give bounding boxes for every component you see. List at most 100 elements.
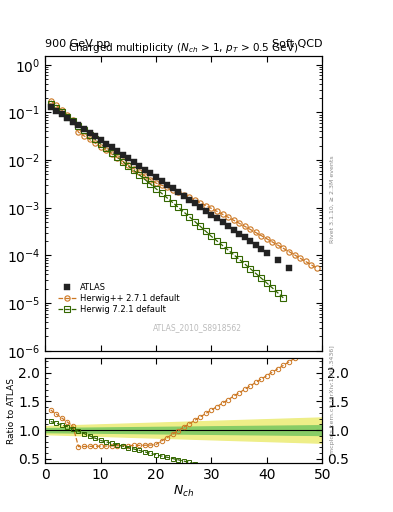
Herwig++ 2.7.1 default — [93, 140, 97, 146]
ATLAS — [231, 227, 236, 233]
Herwig++ 2.7.1 default — [309, 262, 314, 268]
Herwig++ 2.7.1 default — [231, 217, 236, 223]
Y-axis label: Ratio to ATLAS: Ratio to ATLAS — [7, 378, 16, 444]
Herwig++ 2.7.1 default — [54, 102, 59, 109]
Herwig 7.2.1 default — [253, 270, 258, 276]
Herwig++ 2.7.1 default — [109, 151, 114, 157]
Legend: ATLAS, Herwig++ 2.7.1 default, Herwig 7.2.1 default: ATLAS, Herwig++ 2.7.1 default, Herwig 7.… — [55, 279, 183, 317]
Herwig 7.2.1 default — [143, 177, 147, 183]
ATLAS — [54, 108, 59, 114]
Herwig 7.2.1 default — [176, 204, 180, 210]
Herwig++ 2.7.1 default — [182, 192, 186, 198]
Herwig++ 2.7.1 default — [215, 208, 219, 215]
Herwig++ 2.7.1 default — [165, 184, 169, 190]
ATLAS — [226, 223, 230, 229]
Herwig++ 2.7.1 default — [65, 112, 70, 118]
ATLAS — [215, 216, 219, 222]
Herwig++ 2.7.1 default — [98, 144, 103, 150]
Herwig 7.2.1 default — [154, 186, 158, 192]
ATLAS — [148, 170, 153, 177]
ATLAS — [59, 111, 64, 117]
Herwig++ 2.7.1 default — [259, 232, 264, 239]
Herwig++ 2.7.1 default — [253, 229, 258, 236]
Herwig 7.2.1 default — [281, 295, 286, 301]
ATLAS — [76, 122, 81, 128]
Text: Rivet 3.1.10, ≥ 2.3M events: Rivet 3.1.10, ≥ 2.3M events — [330, 156, 334, 244]
Line: Herwig++ 2.7.1 default: Herwig++ 2.7.1 default — [48, 98, 320, 271]
Herwig 7.2.1 default — [132, 167, 136, 174]
Herwig 7.2.1 default — [182, 209, 186, 215]
Herwig 7.2.1 default — [48, 101, 53, 107]
Herwig 7.2.1 default — [187, 214, 192, 220]
ATLAS — [220, 219, 225, 225]
Herwig 7.2.1 default — [248, 266, 253, 272]
ATLAS — [165, 181, 169, 187]
ATLAS — [176, 189, 180, 195]
Herwig++ 2.7.1 default — [104, 147, 108, 154]
Herwig++ 2.7.1 default — [48, 98, 53, 104]
Herwig++ 2.7.1 default — [170, 187, 175, 193]
Herwig++ 2.7.1 default — [87, 136, 92, 142]
Herwig++ 2.7.1 default — [137, 169, 142, 175]
Herwig++ 2.7.1 default — [286, 248, 291, 254]
ATLAS — [264, 249, 269, 255]
Herwig 7.2.1 default — [71, 118, 75, 124]
Herwig 7.2.1 default — [242, 261, 247, 267]
ATLAS — [65, 115, 70, 121]
Herwig++ 2.7.1 default — [298, 255, 303, 261]
Herwig++ 2.7.1 default — [120, 158, 125, 164]
ATLAS — [198, 204, 203, 210]
Herwig 7.2.1 default — [159, 190, 164, 196]
Herwig 7.2.1 default — [204, 228, 208, 234]
ATLAS — [143, 166, 147, 173]
Herwig 7.2.1 default — [148, 181, 153, 187]
Herwig 7.2.1 default — [93, 136, 97, 142]
Herwig 7.2.1 default — [82, 127, 86, 133]
ATLAS — [154, 174, 158, 180]
Title: Charged multiplicity ($N_{ch}$ > 1, $p_{T}$ > 0.5 GeV): Charged multiplicity ($N_{ch}$ > 1, $p_{… — [68, 41, 299, 55]
ATLAS — [187, 197, 192, 203]
ATLAS — [126, 155, 131, 161]
Herwig 7.2.1 default — [193, 219, 197, 225]
ATLAS — [170, 185, 175, 191]
Herwig 7.2.1 default — [98, 141, 103, 147]
Herwig++ 2.7.1 default — [281, 245, 286, 251]
ATLAS — [159, 178, 164, 184]
Herwig++ 2.7.1 default — [176, 189, 180, 196]
Herwig++ 2.7.1 default — [204, 203, 208, 209]
ATLAS — [104, 140, 108, 146]
Text: mcplots.cern.ch [arXiv:1306.3436]: mcplots.cern.ch [arXiv:1306.3436] — [330, 345, 334, 454]
Herwig++ 2.7.1 default — [159, 182, 164, 188]
Text: ATLAS_2010_S8918562: ATLAS_2010_S8918562 — [153, 323, 242, 332]
Herwig 7.2.1 default — [54, 105, 59, 111]
ATLAS — [248, 238, 253, 244]
Herwig 7.2.1 default — [137, 172, 142, 178]
Herwig++ 2.7.1 default — [248, 226, 253, 232]
ATLAS — [182, 193, 186, 199]
Herwig++ 2.7.1 default — [187, 195, 192, 201]
Herwig++ 2.7.1 default — [242, 223, 247, 229]
ATLAS — [87, 130, 92, 136]
Line: ATLAS: ATLAS — [48, 104, 292, 271]
Herwig++ 2.7.1 default — [76, 129, 81, 135]
ATLAS — [204, 208, 208, 214]
Herwig 7.2.1 default — [120, 158, 125, 164]
ATLAS — [275, 257, 280, 263]
Herwig 7.2.1 default — [231, 251, 236, 258]
Herwig++ 2.7.1 default — [198, 200, 203, 206]
Herwig++ 2.7.1 default — [275, 242, 280, 248]
Herwig++ 2.7.1 default — [148, 177, 153, 183]
ATLAS — [237, 230, 242, 237]
ATLAS — [48, 104, 53, 110]
ATLAS — [209, 211, 214, 218]
ATLAS — [242, 234, 247, 241]
Herwig++ 2.7.1 default — [71, 117, 75, 123]
X-axis label: $N_{ch}$: $N_{ch}$ — [173, 484, 194, 499]
Herwig++ 2.7.1 default — [209, 205, 214, 211]
Herwig++ 2.7.1 default — [82, 133, 86, 139]
ATLAS — [137, 163, 142, 169]
Herwig++ 2.7.1 default — [314, 265, 319, 271]
Herwig 7.2.1 default — [209, 233, 214, 240]
Herwig 7.2.1 default — [109, 150, 114, 156]
Herwig++ 2.7.1 default — [264, 236, 269, 242]
